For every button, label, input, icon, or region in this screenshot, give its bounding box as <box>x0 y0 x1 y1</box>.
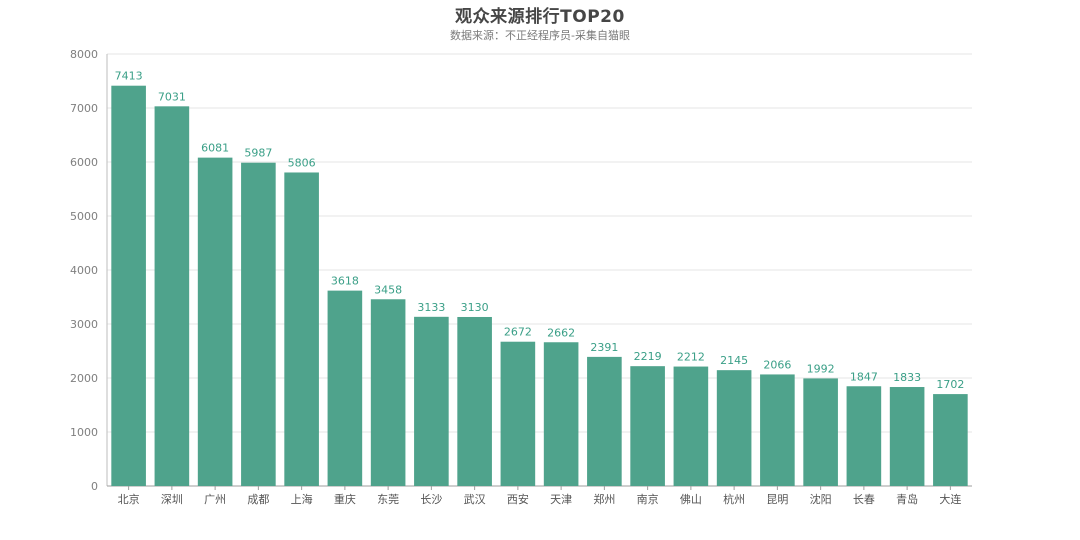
bar-杭州 <box>716 370 752 486</box>
data-label: 1992 <box>807 362 835 375</box>
y-tick-label: 0 <box>91 480 98 493</box>
x-tick-label: 长春 <box>853 493 875 506</box>
bar-南京 <box>630 366 665 486</box>
x-tick-label: 长沙 <box>420 493 442 506</box>
y-tick-label: 3000 <box>70 318 98 331</box>
x-tick-label: 深圳 <box>161 493 183 506</box>
x-tick-label: 沈阳 <box>810 492 832 506</box>
data-label: 1847 <box>850 370 878 383</box>
x-tick-label: 广州 <box>204 493 226 506</box>
data-label: 5806 <box>288 156 316 169</box>
bar-成都 <box>241 162 276 486</box>
x-tick-label: 大连 <box>939 492 961 506</box>
x-tick-label: 西安 <box>507 492 529 506</box>
bar-广州 <box>197 157 233 486</box>
data-label: 3618 <box>331 275 359 288</box>
x-tick-label: 南京 <box>637 492 659 506</box>
data-label: 3130 <box>461 301 489 314</box>
bar-长春 <box>846 386 882 486</box>
x-tick-label: 武汉 <box>464 493 486 506</box>
data-label: 3458 <box>374 283 402 296</box>
data-label: 2662 <box>547 326 575 339</box>
x-tick-label: 昆明 <box>766 493 788 506</box>
x-tick-label: 佛山 <box>680 493 702 506</box>
y-tick-label: 6000 <box>70 156 98 169</box>
bar-北京 <box>111 85 146 486</box>
chart-subtitle: 数据来源：不正经程序员-采集自猫眼 <box>450 29 630 42</box>
bar-天津 <box>543 342 579 486</box>
bar-武汉 <box>457 316 492 486</box>
y-tick-label: 7000 <box>70 102 98 115</box>
bar-东莞 <box>370 299 406 486</box>
bar-青岛 <box>889 387 925 486</box>
data-label: 2066 <box>763 358 791 371</box>
bar-上海 <box>284 172 319 486</box>
y-tick-label: 2000 <box>70 372 98 385</box>
data-label: 2145 <box>720 354 748 367</box>
x-tick-label: 郑州 <box>593 492 615 506</box>
bar-长沙 <box>414 316 449 486</box>
data-label: 7413 <box>115 70 143 83</box>
data-label: 2391 <box>590 341 618 354</box>
x-tick-label: 北京 <box>118 492 140 506</box>
y-tick-label: 1000 <box>70 426 98 439</box>
x-tick-label: 东莞 <box>377 493 399 506</box>
x-tick-label: 杭州 <box>723 492 745 506</box>
chart-title: 观众来源排行TOP20 <box>455 7 625 27</box>
x-tick-label: 上海 <box>291 492 313 506</box>
bar-沈阳 <box>803 378 838 486</box>
bar-重庆 <box>327 290 363 486</box>
bar-佛山 <box>673 366 709 486</box>
data-label: 6081 <box>201 142 229 155</box>
bar-西安 <box>500 341 536 486</box>
x-tick-label: 天津 <box>550 493 572 506</box>
data-label: 1702 <box>936 378 964 391</box>
bar-昆明 <box>760 374 795 486</box>
x-tick-label: 青岛 <box>896 492 918 506</box>
x-tick-label: 成都 <box>247 493 269 506</box>
data-label: 2212 <box>677 351 705 364</box>
bar-大连 <box>933 394 968 486</box>
data-label: 1833 <box>893 371 921 384</box>
bar-深圳 <box>154 106 190 487</box>
data-label: 2219 <box>634 350 662 363</box>
y-tick-label: 4000 <box>70 264 98 277</box>
y-tick-label: 5000 <box>70 210 98 223</box>
data-label: 3133 <box>417 301 445 314</box>
data-label: 5987 <box>244 147 272 160</box>
data-label: 2672 <box>504 326 532 339</box>
y-tick-label: 8000 <box>70 48 98 61</box>
data-label: 7031 <box>158 90 186 103</box>
x-tick-label: 重庆 <box>334 492 356 506</box>
bar-郑州 <box>587 356 622 486</box>
